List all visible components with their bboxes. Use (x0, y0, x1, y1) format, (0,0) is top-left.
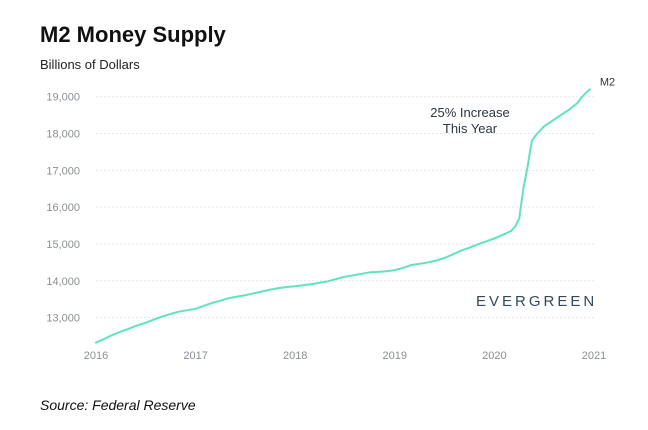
y-axis-ticks: 13,000 14,000 15,000 16,000 17,000 18,000 19,0… (46, 92, 80, 325)
y-tick-label: 18,000 (46, 129, 80, 141)
x-tick-label: 2021 (582, 350, 606, 362)
series-label-m2: M2 (600, 76, 615, 88)
series-layer (95, 88, 591, 344)
x-axis-ticks: 2016 2017 2018 2019 2020 2021 (84, 350, 606, 362)
annotation-line: 25% Increase (430, 105, 510, 120)
x-tick-label: 2018 (283, 350, 307, 362)
x-tick-label: 2020 (482, 350, 506, 362)
series-line-m2 (95, 88, 591, 344)
source-note: Source: Federal Reserve (40, 397, 196, 413)
y-tick-label: 14,000 (46, 276, 80, 288)
annotation-increase: 25% Increase This Year (430, 105, 510, 136)
y-tick-label: 13,000 (46, 313, 80, 325)
x-tick-label: 2017 (183, 350, 207, 362)
x-tick-label: 2016 (84, 350, 108, 362)
y-tick-label: 17,000 (46, 165, 80, 177)
y-tick-label: 16,000 (46, 202, 80, 214)
chart-subtitle: Billions of Dollars (40, 57, 140, 72)
grid-layer (96, 96, 594, 319)
x-tick-label: 2019 (383, 350, 407, 362)
brand-watermark: EVERGREEN (476, 293, 597, 310)
annotation-line: This Year (443, 121, 498, 136)
y-tick-label: 19,000 (46, 92, 80, 104)
chart-title: M2 Money Supply (40, 22, 226, 47)
y-tick-label: 15,000 (46, 239, 80, 251)
